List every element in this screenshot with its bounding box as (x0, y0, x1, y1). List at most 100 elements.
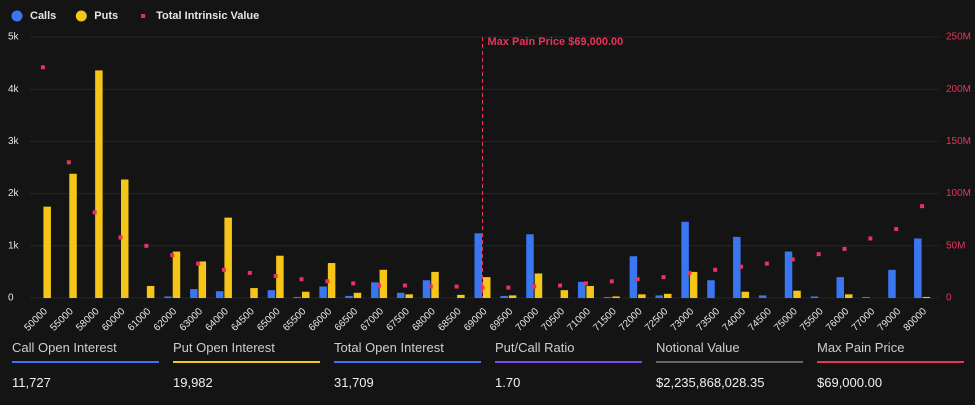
x-tick-label: 69500 (488, 306, 516, 334)
x-tick-label: 50000 (22, 306, 50, 334)
stat-label: Put/Call Ratio (495, 340, 642, 363)
bar (276, 255, 284, 298)
bar (198, 261, 207, 298)
point (713, 267, 718, 272)
point (790, 257, 795, 262)
point (144, 243, 149, 248)
bar (353, 292, 362, 298)
bar (172, 251, 181, 298)
bar (69, 173, 77, 298)
point (221, 267, 226, 272)
y-tick-label: 0 (8, 293, 14, 304)
y-tick-label: 1k (8, 240, 20, 251)
x-tick-label: 71000 (565, 306, 593, 334)
point (506, 285, 511, 290)
bar (655, 295, 663, 298)
bar (164, 296, 172, 298)
bar (327, 263, 336, 298)
point (299, 277, 304, 282)
bar (534, 273, 543, 298)
x-tick-label: 73500 (695, 306, 723, 334)
bar (95, 70, 103, 299)
bar (586, 285, 594, 298)
point (170, 253, 175, 258)
point (247, 270, 252, 275)
stat-value: $69,000.00 (817, 375, 883, 390)
bar (293, 296, 301, 298)
bar (371, 282, 379, 298)
point (764, 261, 769, 266)
x-tick-label: 63000 (178, 306, 206, 334)
bar (43, 206, 51, 298)
bar (836, 277, 844, 298)
bar (758, 295, 767, 298)
bar (914, 238, 922, 298)
y-tick-label: 2k (8, 188, 20, 199)
x-tick-label: 74000 (721, 306, 749, 334)
x-tick-label: 75000 (772, 306, 800, 334)
stat-label: Max Pain Price (817, 340, 964, 363)
x-tick-label: 64500 (229, 306, 257, 334)
x-tick-label: 67500 (384, 306, 412, 334)
bar (629, 256, 638, 298)
point (609, 279, 614, 284)
bar (733, 236, 741, 298)
point (325, 279, 330, 284)
x-tick-label: 80000 (902, 306, 930, 334)
legend-label: Puts (94, 10, 118, 22)
x-tick-label: 68000 (410, 306, 438, 334)
x-tick-label: 70000 (514, 306, 542, 334)
y2-tick-label: 200M (946, 84, 971, 95)
bar (862, 296, 870, 298)
bar (319, 286, 327, 298)
point (532, 284, 537, 289)
x-tick-label: 69000 (462, 306, 490, 334)
point (842, 246, 847, 251)
point (118, 235, 123, 240)
bar (474, 233, 482, 298)
y2-tick-label: 250M (946, 32, 971, 43)
x-tick-label: 61000 (126, 306, 154, 334)
stat-value: 31,709 (334, 375, 374, 390)
chart: 0 1k 2k 3k 4k 5k 0 50M 100M 150M 200M 250M 500005500… (8, 10, 971, 334)
bar (603, 296, 612, 298)
y-tick-label: 5k (8, 32, 20, 43)
point (377, 283, 382, 288)
x-tick-label: 62000 (152, 306, 180, 334)
stat-label: Notional Value (656, 340, 803, 363)
point (920, 204, 925, 209)
bar (121, 179, 129, 298)
bar (560, 290, 569, 298)
bar (302, 291, 310, 298)
legend-swatch (11, 10, 23, 22)
bar (810, 296, 819, 298)
bar (345, 295, 353, 298)
bar (267, 290, 276, 298)
stat-label: Call Open Interest (12, 340, 159, 363)
x-tick-label: 72000 (617, 306, 645, 334)
bar (638, 294, 646, 298)
x-tick-label: 65000 (255, 306, 283, 334)
stat: Call Open Interest 11,727 (12, 340, 159, 390)
x-tick-label: 71500 (591, 306, 619, 334)
legend-swatch (75, 10, 87, 22)
bar (396, 292, 405, 298)
bar (508, 295, 517, 298)
bar (612, 296, 620, 298)
bar (526, 234, 534, 298)
point (583, 281, 588, 286)
bar (845, 294, 853, 298)
point (454, 284, 459, 289)
y2-tick-label: 50M (946, 240, 965, 251)
bar (888, 269, 896, 298)
bar (500, 295, 508, 298)
x-tick-label: 55000 (48, 306, 76, 334)
x-tick-label: 75500 (798, 306, 826, 334)
point (66, 160, 71, 165)
y2-tick-label: 150M (946, 136, 971, 147)
point (40, 65, 45, 70)
bar (224, 217, 232, 298)
x-tick-label: 64000 (203, 306, 231, 334)
x-tick-label: 58000 (74, 306, 102, 334)
